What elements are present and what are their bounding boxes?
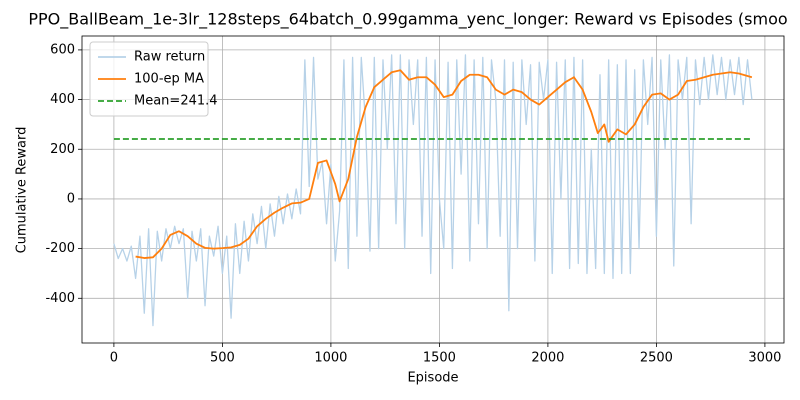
legend-label: Raw return bbox=[134, 50, 205, 65]
series-line bbox=[113, 54, 753, 327]
x-tick-label: 1500 bbox=[423, 351, 456, 366]
y-tick-label: 400 bbox=[50, 92, 75, 107]
x-tick-label: 3000 bbox=[748, 351, 781, 366]
x-tick-label: 0 bbox=[110, 351, 118, 366]
x-tick-label: 2500 bbox=[640, 351, 673, 366]
x-axis-label: Episode bbox=[407, 371, 458, 386]
legend-label: Mean=241.4 bbox=[134, 94, 218, 109]
x-tick-label: 2000 bbox=[531, 351, 564, 366]
y-tick-label: 200 bbox=[50, 142, 75, 157]
legend-label: 100-ep MA bbox=[134, 72, 204, 87]
y-tick-label: 600 bbox=[50, 42, 75, 57]
plot-frame bbox=[81, 35, 785, 344]
series-line bbox=[135, 69, 753, 259]
x-tick-label: 500 bbox=[210, 351, 235, 366]
x-tick-label: 1000 bbox=[314, 351, 347, 366]
y-tick-label: -400 bbox=[45, 291, 75, 306]
y-tick-label: -200 bbox=[45, 241, 75, 256]
y-axis-label: Cumulative Reward bbox=[15, 127, 30, 254]
legend: Raw return 100-ep MA Mean=241.4 bbox=[89, 41, 218, 117]
chart-title: PPO_BallBeam_1e-3lr_128steps_64batch_0.9… bbox=[28, 10, 787, 30]
legend-box bbox=[89, 41, 209, 117]
y-tick-label: 0 bbox=[67, 191, 75, 206]
